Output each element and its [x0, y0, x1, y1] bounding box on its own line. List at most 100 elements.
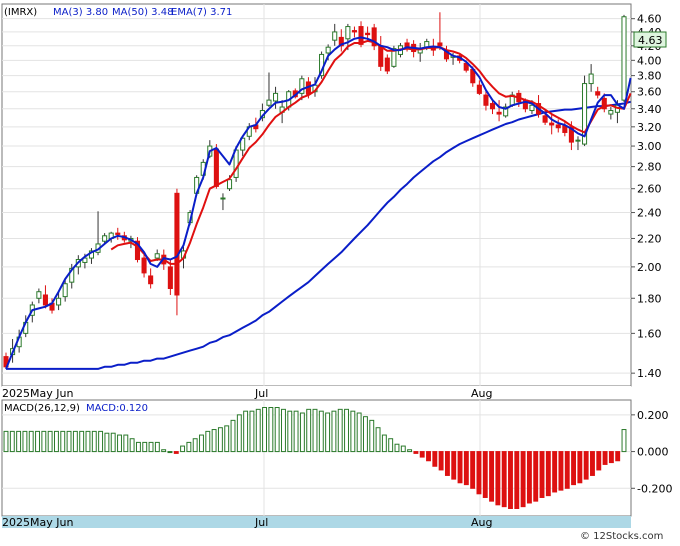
candle [496, 100, 502, 122]
legend: (IMRX) MA(3) 3.80 MA(50) 3.48 EMA(7) 3.7… [4, 7, 232, 18]
candle-body-up [102, 235, 108, 242]
candle-body-down [378, 45, 384, 67]
macd-bar-negative [577, 451, 583, 484]
price-tick-label: 1.60 [637, 327, 662, 340]
macd-bar-negative [432, 451, 438, 467]
candle-body-up [588, 73, 594, 85]
macd-bar-positive [407, 449, 413, 453]
macd-bar-negative [501, 451, 507, 508]
macd-bar-positive [117, 434, 122, 453]
candle [332, 23, 338, 46]
legend-ema7: EMA(7) 3.71 [171, 7, 232, 18]
price-tick-label: 1.80 [637, 292, 662, 305]
macd-bar-positive [28, 430, 34, 453]
candle [273, 86, 279, 109]
candle [338, 29, 344, 52]
macd-bar-positive [369, 419, 375, 453]
candle-body-up [608, 110, 614, 115]
price-tick-label: 4.00 [637, 54, 662, 67]
candle [555, 119, 561, 133]
macd-bar-positive [306, 408, 312, 453]
macd-bar-positive [110, 432, 116, 453]
candle [56, 291, 62, 311]
price-tick-label: 2.60 [637, 183, 662, 196]
macd-bar-negative [444, 451, 450, 476]
macd-bar-positive [167, 451, 173, 454]
candle-body-down [476, 84, 482, 94]
macd-bar-positive [388, 438, 394, 453]
candle [141, 252, 147, 278]
candle-body-down [542, 115, 548, 123]
candle [167, 259, 173, 295]
candle [588, 64, 594, 92]
candle [437, 12, 443, 51]
candle [299, 75, 305, 101]
macd-bar-positive [400, 445, 406, 453]
candle-body-down [351, 30, 357, 33]
macd-bar-positive [255, 408, 261, 453]
macd-bar-negative [413, 451, 419, 454]
macd-bar-positive [22, 430, 28, 453]
macd-bar-positive [362, 416, 368, 453]
price-tick-label: 2.40 [637, 207, 662, 220]
candle-body-down [134, 240, 141, 261]
macd-bar-positive [287, 410, 293, 453]
candle-body-down [371, 27, 377, 47]
macd-bar-negative [419, 451, 425, 458]
candle-body-down [338, 36, 344, 47]
macd-bar-positive [9, 430, 15, 453]
candle [621, 14, 627, 102]
price-tick-label: 2.00 [637, 261, 662, 274]
candle-body-up [529, 104, 535, 112]
candle-body-down [437, 42, 443, 47]
macd-bar-negative [526, 451, 532, 504]
candle-body-down [555, 124, 561, 129]
candle-body-up [325, 46, 331, 54]
candle-body-down [489, 103, 496, 110]
macd-bar-positive [154, 441, 160, 453]
macd-bar-negative [533, 451, 539, 502]
price-tick-label: 3.40 [637, 103, 662, 116]
candle-body-down [42, 294, 48, 306]
macd-bar-negative [539, 451, 545, 498]
ma50-line-layer [6, 100, 631, 370]
candle-body-down [115, 232, 121, 235]
macd-bar-positive [236, 414, 242, 453]
macd-bar-negative [457, 451, 463, 484]
macd-bar-positive [249, 410, 255, 453]
macd-bar-positive [344, 408, 349, 453]
macd-bar-positive [79, 430, 85, 453]
macd-bar-positive [192, 438, 198, 453]
macd-bar-positive [16, 430, 22, 453]
macd-bar-negative [596, 451, 602, 471]
macd-bar-positive [129, 438, 135, 453]
candle-body-down [365, 32, 371, 36]
ma3-line [5, 36, 632, 370]
candle-body-up [82, 257, 88, 263]
candle-body-up [62, 283, 68, 298]
legend-ma3: MA(3) 3.80 [53, 7, 108, 18]
macd-bar-positive [3, 430, 9, 453]
macd-legend-value: MACD:0.120 [86, 403, 148, 414]
macd-bar-positive [230, 419, 236, 453]
x-label-jul: Jul [254, 387, 268, 400]
candle [220, 193, 226, 211]
candle [62, 279, 68, 302]
candle-body-down [496, 111, 502, 115]
macd-tick-label: 0.000 [637, 446, 669, 459]
macd-bar-positive [161, 449, 167, 453]
candle-body-down [601, 97, 607, 110]
candle-body-down [463, 62, 469, 71]
macd-bar-positive [85, 430, 91, 453]
macd-bars-layer [3, 407, 627, 509]
macd-bar-positive [217, 427, 223, 453]
macd-bar-positive [142, 441, 148, 453]
macd-bar-positive [98, 430, 104, 453]
x-label-bottom-year-may-jun: 2025May Jun [2, 516, 73, 529]
legend-ma50: MA(50) 3.48 [112, 7, 173, 18]
macd-bar-positive [123, 434, 129, 453]
macd-bar-positive [104, 432, 110, 453]
x-label-bottom-aug: Aug [471, 516, 492, 529]
macd-bar-negative [545, 451, 551, 497]
last-price-tag: 4.63 [633, 31, 667, 48]
